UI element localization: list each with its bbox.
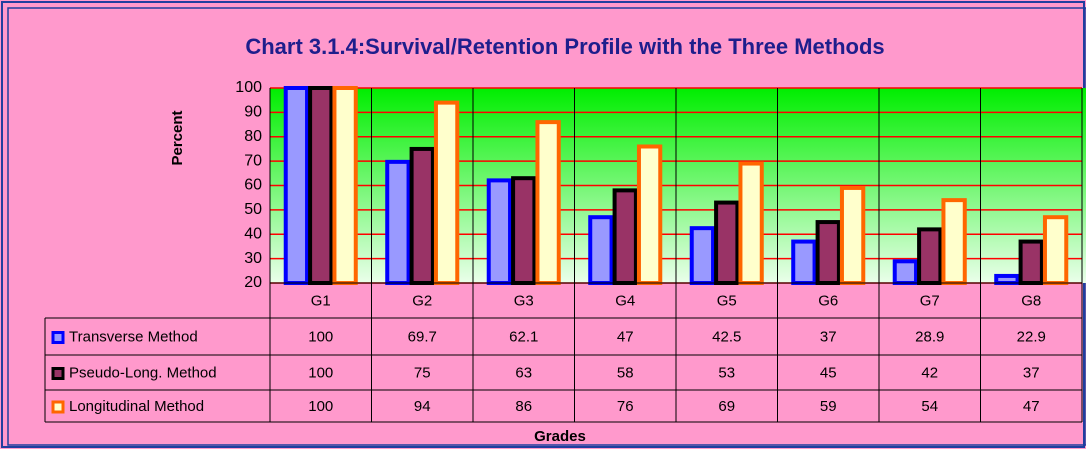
table-value: 69 <box>718 398 735 415</box>
table-value: 100 <box>308 364 333 381</box>
chart-title: Chart 3.1.4:Survival/Retention Profile w… <box>245 34 884 59</box>
table-value: 53 <box>718 364 735 381</box>
y-tick-label: 50 <box>244 201 262 218</box>
x-tick-label: G8 <box>1021 292 1041 309</box>
bar <box>486 178 513 286</box>
bar <box>815 220 841 285</box>
x-tick-label: G5 <box>717 292 737 309</box>
x-tick-label: G3 <box>514 292 534 309</box>
bar <box>612 188 638 285</box>
x-tick-label: G2 <box>412 292 432 309</box>
bar <box>1042 215 1069 285</box>
table-value: 62.1 <box>509 328 538 345</box>
legend-label: Longitudinal Method <box>69 398 204 415</box>
table-value: 42.5 <box>712 328 741 345</box>
table-value: 47 <box>1023 398 1040 415</box>
bar <box>738 161 764 285</box>
table-value: 42 <box>921 364 938 381</box>
y-tick-label: 90 <box>244 104 262 121</box>
table-value: 94 <box>414 398 431 415</box>
bar <box>385 159 411 285</box>
bar <box>409 146 435 285</box>
bar <box>636 144 663 285</box>
bar <box>308 86 334 285</box>
legend-key <box>51 331 65 344</box>
bar <box>332 86 358 285</box>
legend-label: Pseudo-Long. Method <box>69 364 217 381</box>
bar <box>892 259 919 285</box>
table-value: 54 <box>921 398 938 415</box>
bar <box>917 227 943 285</box>
bar <box>1018 239 1044 285</box>
bar <box>535 120 561 285</box>
legend-key <box>51 400 65 414</box>
y-tick-label: 80 <box>244 128 262 145</box>
bar <box>714 200 740 285</box>
inner-border <box>7 7 1086 446</box>
x-tick-label: G4 <box>615 292 635 309</box>
x-tick-label: G1 <box>311 292 331 309</box>
table-value: 63 <box>515 364 532 381</box>
table-value: 59 <box>820 398 837 415</box>
y-tick-label: 30 <box>244 250 262 267</box>
table-value: 69.7 <box>408 328 437 345</box>
y-tick-label: 40 <box>244 225 262 242</box>
bar <box>839 185 866 285</box>
table-value: 45 <box>820 364 837 381</box>
table-value: 100 <box>308 328 333 345</box>
table-value: 100 <box>308 398 333 415</box>
legend-key <box>51 367 65 380</box>
bar <box>283 86 310 285</box>
table-value: 37 <box>820 328 837 345</box>
y-tick-label: 70 <box>244 152 262 169</box>
bar <box>941 198 967 285</box>
bar <box>689 226 716 285</box>
y-tick-label: 100 <box>235 79 262 96</box>
legend-label: Transverse Method <box>69 328 198 345</box>
bar <box>511 176 537 285</box>
table-value: 86 <box>515 398 532 415</box>
bar <box>994 273 1020 285</box>
x-axis-label: Grades <box>534 428 586 445</box>
y-axis-label: Percent <box>169 110 186 165</box>
table-value: 22.9 <box>1017 328 1046 345</box>
y-tick-label: 60 <box>244 177 262 194</box>
table-value: 47 <box>617 328 634 345</box>
x-tick-label: G7 <box>920 292 940 309</box>
table-value: 28.9 <box>915 328 944 345</box>
y-tick-label: 20 <box>244 274 262 291</box>
bar <box>588 215 614 285</box>
x-tick-label: G6 <box>818 292 838 309</box>
table-value: 76 <box>617 398 634 415</box>
table-value: 58 <box>617 364 634 381</box>
table-value: 37 <box>1023 364 1040 381</box>
bar <box>433 100 460 285</box>
table-value: 75 <box>414 364 431 381</box>
bar <box>791 239 817 285</box>
